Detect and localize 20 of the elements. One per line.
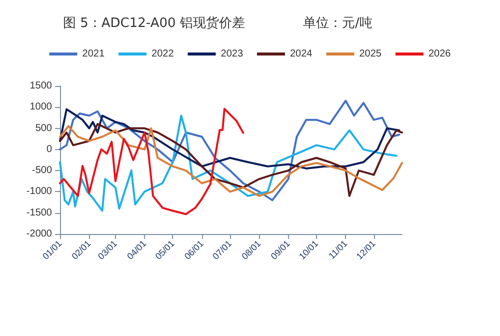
line-series — [59, 108, 400, 170]
line-series — [59, 114, 398, 212]
legend-label: 2024 — [290, 48, 313, 60]
legend-label: 2021 — [82, 48, 105, 60]
legend-label: 2026 — [428, 48, 452, 60]
chart-subtitle: 单位：元/吨 — [303, 16, 372, 31]
y-tick-label: -2000 — [26, 228, 52, 240]
y-tick-label: 1500 — [30, 80, 52, 92]
y-tick-label: -1500 — [26, 207, 52, 218]
y-tick-label: -1000 — [26, 186, 52, 198]
legend-label: 2025 — [359, 48, 382, 60]
y-tick-label: 1000 — [30, 102, 52, 113]
legend-label: 2023 — [220, 48, 244, 60]
y-tick-label: 500 — [35, 122, 52, 134]
y-tick-label: -500 — [32, 165, 52, 176]
chart-title: 图 5：ADC12-A00 铝现货价差 — [63, 16, 245, 31]
line-series — [59, 100, 400, 202]
line-series — [59, 108, 244, 216]
y-tick-label: 0 — [46, 144, 52, 155]
legend-label: 2022 — [152, 48, 174, 60]
